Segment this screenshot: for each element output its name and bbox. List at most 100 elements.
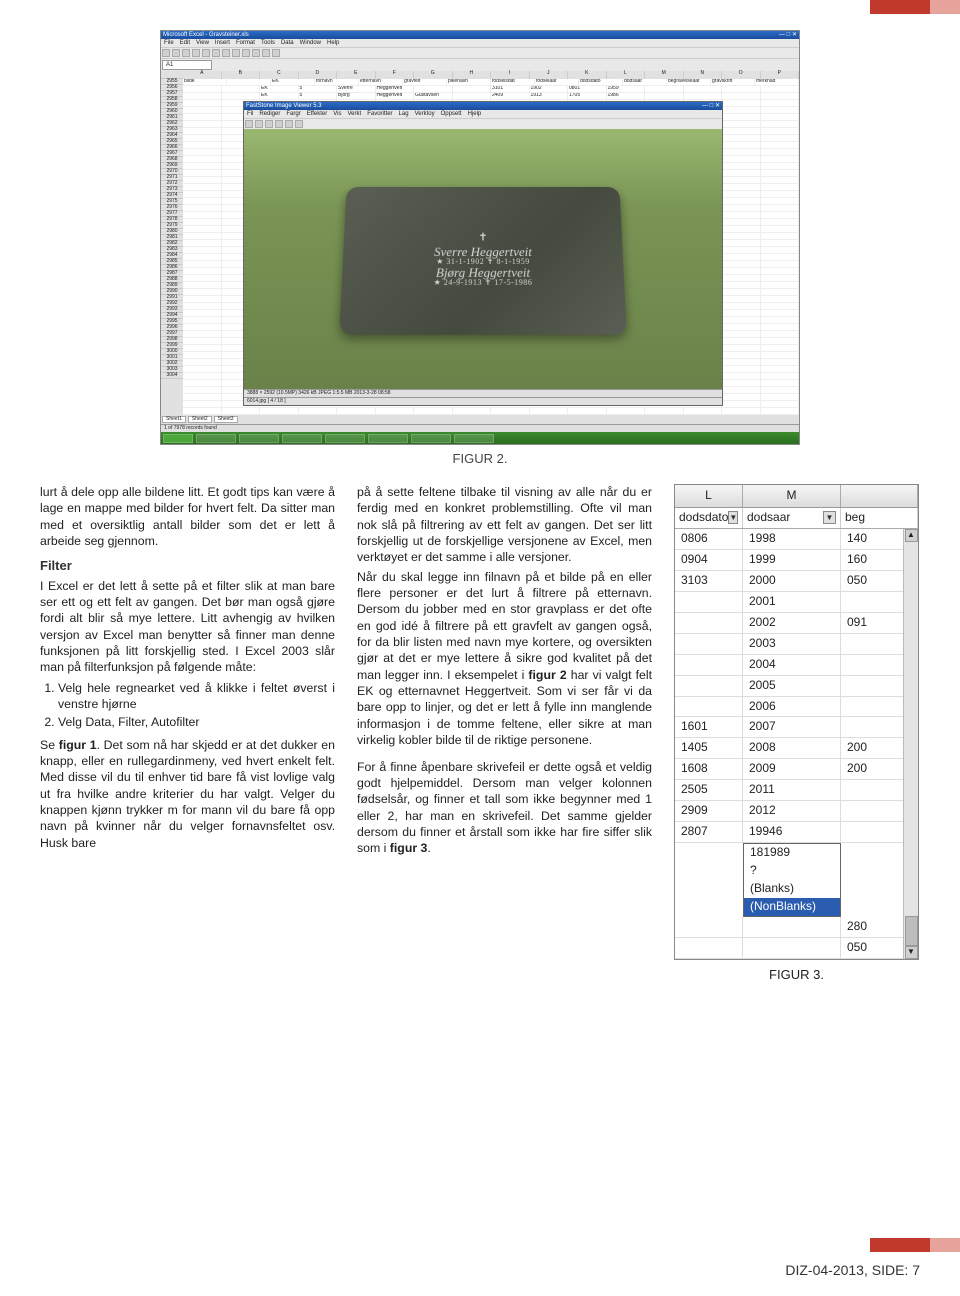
menu-item: Hjelp	[468, 111, 482, 117]
table-row: 2004	[675, 655, 918, 676]
dropdown-item[interactable]: (Blanks)	[744, 880, 840, 898]
figure-2: Microsoft Excel - Gravsteiner.xls — □ ✕ …	[40, 30, 920, 466]
viewer-status: 3888 × 2592 (10.5MP) 3426 kB JPEG 1:5.5 …	[244, 389, 722, 397]
cells-area: ABCDEFGHIJKLMNOP bildeEKfornavnetternavn…	[183, 71, 799, 415]
table-row: 2005	[675, 676, 918, 697]
menu-item: Verktoy	[415, 111, 435, 117]
menu-item: Fil	[247, 111, 253, 117]
column-headers: ABCDEFGHIJKLMNOP	[183, 71, 799, 79]
header-decor	[870, 0, 960, 14]
fig3-col-letters: L M	[675, 485, 918, 508]
chevron-down-icon[interactable]: ▼	[728, 511, 738, 524]
menu-item: Window	[300, 40, 321, 46]
viewer-image-area: ✝ Sverre Heggertveit ★ 31-1-1902 ✝ 8-1-1…	[244, 129, 722, 389]
excel-menubar: File Edit View Insert Format Tools Data Window H…	[161, 39, 799, 47]
menu-item: File	[164, 40, 174, 46]
col-letter-l: L	[675, 485, 743, 507]
fig3-data-rows-bottom: 280050	[675, 917, 918, 959]
scroll-up-icon[interactable]: ▲	[905, 529, 918, 542]
viewer-titlebar: FastStone Image Viewer 5.3 — □ ✕	[244, 102, 722, 110]
image-viewer-window: FastStone Image Viewer 5.3 — □ ✕ Fil Redi…	[243, 101, 723, 406]
viewer-toolbar	[244, 118, 722, 129]
table-row: 2003	[675, 634, 918, 655]
figure-3-caption: FIGUR 3.	[674, 966, 919, 983]
table-row: 2002091	[675, 613, 918, 634]
menu-item: Favoritter	[367, 111, 392, 117]
excel-title: Microsoft Excel - Gravsteiner.xls	[163, 32, 249, 38]
fig3-data-rows: 0806199814009041999160310320000502001200…	[675, 529, 918, 843]
para-3: Se figur 1. Det som nå har skjedd er at …	[40, 737, 335, 851]
para-4b: Når du skal legge inn filnavn på et bild…	[357, 569, 652, 749]
dropdown-item[interactable]: ?	[744, 862, 840, 880]
figure-3-table: L M dodsdato▼ dodsaar▼ beg 0806199814009…	[674, 484, 919, 960]
menu-item: Edit	[180, 40, 190, 46]
menu-item: Effekter	[307, 111, 328, 117]
excel-titlebar: Microsoft Excel - Gravsteiner.xls — □ ✕	[161, 31, 799, 39]
page-footer: DIZ-04-2013, SIDE: 7	[785, 1262, 920, 1278]
menu-item: Verkt	[348, 111, 362, 117]
row-headers: 2955295629572958295929602961296229632964…	[161, 71, 183, 415]
dropdown-item[interactable]: 181989	[744, 844, 840, 862]
table-row: 14052008200	[675, 738, 918, 759]
grave-name-1: Sverre Heggertveit	[434, 245, 532, 258]
table-row: 2001	[675, 592, 918, 613]
menu-item: Rediger	[259, 111, 280, 117]
chevron-down-icon[interactable]: ▼	[823, 511, 836, 524]
filter-heading: Filter	[40, 557, 335, 574]
column-3: L M dodsdato▼ dodsaar▼ beg 0806199814009…	[674, 484, 919, 983]
sheet-tab: Sheet2	[188, 416, 212, 423]
table-row: 29092012	[675, 801, 918, 822]
table-row: 280	[675, 917, 918, 938]
column-1: lurt å dele opp alle bildene litt. Et go…	[40, 484, 335, 854]
window-controls: — □ ✕	[779, 32, 797, 38]
step-2: Velg Data, Filter, Autofilter	[58, 714, 335, 730]
table-row: 16012007	[675, 717, 918, 738]
menu-item: Lag	[399, 111, 409, 117]
step-1: Velg hele regnearket ved å klikke i felt…	[58, 680, 335, 713]
menu-item: Fargr	[286, 111, 300, 117]
sheet-tab: Sheet1	[162, 416, 186, 423]
scroll-down-icon[interactable]: ▼	[905, 946, 918, 959]
fig3-dropdown[interactable]: 181989 ? (Blanks) (NonBlanks)	[743, 843, 841, 917]
table-row: 31032000050	[675, 571, 918, 592]
filter-dodsdato[interactable]: dodsdato▼	[675, 508, 743, 528]
para-1: lurt å dele opp alle bildene litt. Et go…	[40, 484, 335, 549]
menu-item: Format	[236, 40, 255, 46]
dropdown-item-selected[interactable]: (NonBlanks)	[744, 898, 840, 916]
table-row: 25052011	[675, 780, 918, 801]
menu-item: Tools	[261, 40, 275, 46]
cell-reference: A1	[162, 60, 212, 70]
start-button	[163, 434, 193, 443]
table-row: 2006	[675, 697, 918, 718]
menu-item: Vis	[333, 111, 341, 117]
menu-item: Help	[327, 40, 339, 46]
menu-item: Data	[281, 40, 294, 46]
gravestone-image: ✝ Sverre Heggertveit ★ 31-1-1902 ✝ 8-1-1…	[339, 187, 626, 335]
figure-3: L M dodsdato▼ dodsaar▼ beg 0806199814009…	[674, 484, 919, 983]
col-letter-n	[841, 485, 918, 507]
para-5: For å finne åpenbare skrivefeil er dette…	[357, 759, 652, 857]
para-2: I Excel er det lett å sette på et filter…	[40, 578, 335, 676]
footer-decor	[870, 1238, 960, 1252]
menu-item: Oppsett	[441, 111, 462, 117]
column-2: på å sette feltene tilbake til visning a…	[357, 484, 652, 860]
grave-dates-2: ★ 24-9-1913 ✝ 17-5-1986	[434, 278, 533, 286]
sheet-tabs: Sheet1Sheet2Sheet3	[161, 415, 799, 424]
menu-item: View	[196, 40, 209, 46]
scroll-thumb[interactable]	[905, 916, 918, 946]
filter-beg[interactable]: beg	[841, 508, 918, 528]
viewer-window-controls: — □ ✕	[702, 103, 720, 109]
viewer-filename: 6014.jpg [ 4 / 18 ]	[244, 397, 722, 405]
para-4a: på å sette feltene tilbake til visning a…	[357, 484, 652, 566]
excel-status: 1 of 7978 records found	[161, 424, 799, 432]
filter-dodsaar[interactable]: dodsaar▼	[743, 508, 841, 528]
sheet-tab: Sheet3	[214, 416, 238, 423]
menu-item: Insert	[215, 40, 230, 46]
windows-taskbar	[161, 432, 799, 444]
table-row: 050	[675, 938, 918, 959]
table-row: 08061998140	[675, 529, 918, 550]
steps-list: Velg hele regnearket ved å klikke i felt…	[58, 680, 335, 731]
scrollbar[interactable]: ▲ ▼	[903, 529, 918, 959]
figure-2-caption: FIGUR 2.	[453, 451, 508, 466]
table-row: 09041999160	[675, 550, 918, 571]
